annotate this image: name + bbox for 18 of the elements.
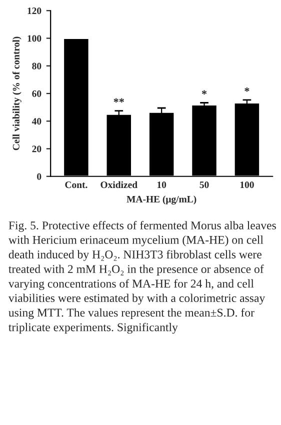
x-tick-label: 10 bbox=[157, 182, 166, 188]
annotation: * bbox=[244, 88, 250, 92]
annotation: * bbox=[202, 90, 207, 94]
annotation: ** bbox=[114, 98, 124, 102]
x-axis-title: MA-HE (μg/mL) bbox=[126, 196, 196, 204]
y-tick-label: 80 bbox=[32, 62, 42, 70]
x-tick-label: Cont. bbox=[65, 182, 88, 188]
y-tick-label: 120 bbox=[28, 8, 42, 14]
y-tick-label: 60 bbox=[32, 90, 42, 97]
y-tick-label: 100 bbox=[28, 35, 42, 42]
y-tick-label: 0 bbox=[37, 173, 42, 180]
y-tick-label: 40 bbox=[32, 118, 42, 125]
y-axis-title: Cell viability (% of control) bbox=[12, 36, 22, 150]
caption: Fig. 5. Protective effects of fermented Morus alba leaves with Hericium erinaceum mycelium (MA-HE) on cell death induced by H₂O₂. NIH3T3 fibroblast cells were treated with 2 mM H₂O₂ in the presence or absence of varying concentrations of MA-HE for 24 h, and cell viabilities were estimated by with a colorimetric assay using MTT. The values represent the mean±S.D. for triplicate experiments. Significantly bbox=[8, 221, 276, 334]
x-tick-label: 50 bbox=[200, 182, 209, 188]
x-tick-label: 100 bbox=[240, 182, 254, 188]
y-tick-label: 20 bbox=[32, 146, 42, 152]
x-tick-label: Oxidized bbox=[100, 181, 138, 188]
